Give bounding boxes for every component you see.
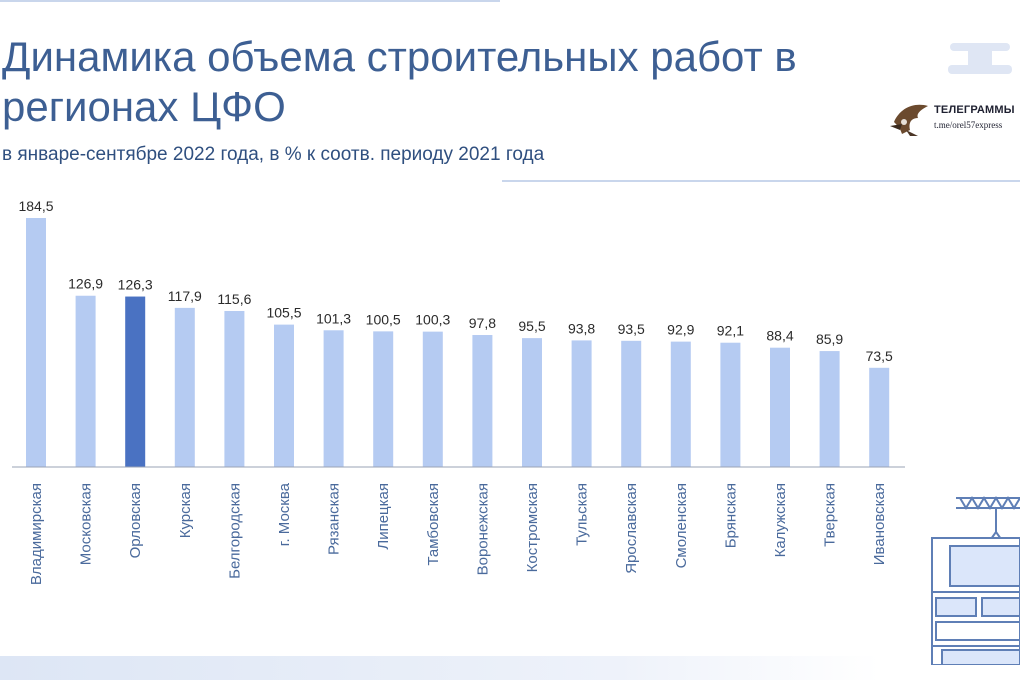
bar xyxy=(274,324,294,467)
category-label: Калужская xyxy=(772,483,789,557)
bar-series: 184,5 Владимирская 126,9 Московская 126,3 Орл… xyxy=(18,198,893,585)
data-label: 101,3 xyxy=(316,310,351,326)
bar xyxy=(869,367,890,467)
bar xyxy=(472,335,493,467)
data-label: 100,5 xyxy=(366,311,401,327)
data-label: 100,3 xyxy=(415,312,450,328)
telegram-channel-logo: ТЕЛЕГРАММЫ t.me/orel57express xyxy=(888,100,1020,140)
bar xyxy=(174,307,195,467)
data-label: 184,5 xyxy=(18,198,53,214)
category-label: Московская xyxy=(78,483,95,565)
data-label: 93,5 xyxy=(618,321,645,337)
data-label: 117,9 xyxy=(168,288,202,304)
category-label: Рязанская xyxy=(326,483,343,555)
data-label: 88,4 xyxy=(766,328,793,344)
category-label: Брянская xyxy=(722,483,739,548)
data-label: 92,1 xyxy=(717,323,744,339)
bar-chart: 184,5 Владимирская 126,9 Московская 126,3 Орл… xyxy=(12,198,905,585)
construction-crane-icon xyxy=(931,496,1020,665)
category-label: Тульская xyxy=(574,483,591,546)
category-label: Орловская xyxy=(127,483,144,558)
decorative-beam-icon xyxy=(948,43,1012,74)
bar xyxy=(224,310,245,467)
category-label: Курская xyxy=(177,483,194,538)
data-label: 105,5 xyxy=(266,305,301,321)
category-label: Владимирская xyxy=(28,483,45,585)
category-label: Воронежская xyxy=(474,483,491,575)
category-label: Тамбовская xyxy=(425,483,442,566)
top-divider xyxy=(0,0,500,2)
chart-subtitle: в январе-сентябре 2022 года, в % к соотв… xyxy=(2,144,545,165)
bar xyxy=(670,341,691,467)
bar xyxy=(621,340,642,467)
subtitle-divider xyxy=(502,180,1020,182)
chart-title: Динамика объема строительных работ в рег… xyxy=(2,33,797,130)
bar xyxy=(571,340,592,467)
category-label: Смоленская xyxy=(673,483,690,568)
bar xyxy=(522,338,542,467)
category-label: Костромская xyxy=(524,483,541,572)
bar xyxy=(323,330,344,467)
bar xyxy=(26,218,46,467)
bar xyxy=(373,331,394,467)
category-label: Липецкая xyxy=(375,483,392,550)
category-label: Ивановская xyxy=(871,483,888,565)
data-label: 115,6 xyxy=(217,291,251,307)
data-label: 126,9 xyxy=(68,276,103,292)
bar xyxy=(125,296,146,467)
bottom-band xyxy=(0,656,880,680)
data-label: 92,9 xyxy=(667,322,694,338)
data-label: 93,8 xyxy=(568,320,595,336)
logo-link: t.me/orel57express xyxy=(934,120,1003,130)
category-label: Тверская xyxy=(822,483,839,547)
bar xyxy=(422,331,443,467)
data-label: 73,5 xyxy=(866,348,893,364)
eagle-icon xyxy=(890,104,928,136)
logo-title: ТЕЛЕГРАММЫ xyxy=(934,104,1015,116)
bar xyxy=(770,347,790,467)
category-label: г. Москва xyxy=(276,482,293,546)
category-label: Белгородская xyxy=(226,483,243,579)
bar xyxy=(819,351,840,467)
data-label: 126,3 xyxy=(118,277,153,293)
bar xyxy=(720,342,741,467)
category-label: Ярославская xyxy=(623,483,640,574)
data-label: 95,5 xyxy=(518,318,545,334)
data-label: 85,9 xyxy=(816,331,843,347)
bar xyxy=(75,295,96,467)
data-label: 97,8 xyxy=(469,315,496,331)
